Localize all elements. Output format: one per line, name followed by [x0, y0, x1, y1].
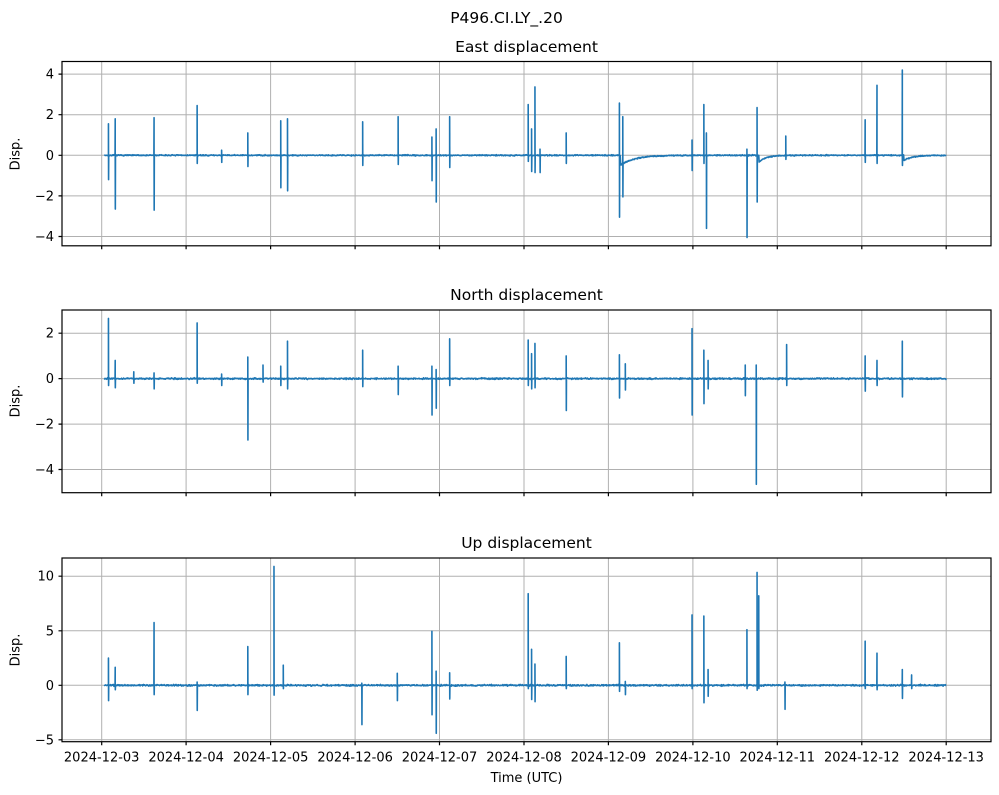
y-tick-label: 10 [37, 570, 54, 585]
east-displacement-plot: −4 −2 0 2 4 [35, 60, 992, 250]
x-tick-label: 2024-12-06 [317, 751, 393, 766]
up-displacement-plot: −5 0 5 10 2024-12-03 2024-12-04 2024-12-05 2024… [35, 557, 992, 766]
y-tick-label: −4 [35, 463, 54, 478]
axes-frame [61, 60, 992, 247]
y-tick-label: 2 [46, 108, 54, 123]
x-tick-label: 2024-12-05 [233, 751, 309, 766]
x-tick-label: 2024-12-13 [908, 751, 984, 766]
x-tick-label: 2024-12-10 [655, 751, 731, 766]
displacement-series [103, 69, 947, 239]
y-tick-label: 4 [46, 68, 54, 83]
x-axis-label: Time (UTC) [490, 771, 563, 786]
displacement-series [103, 565, 947, 735]
x-tick-label: 2024-12-09 [571, 751, 647, 766]
grid [62, 558, 991, 742]
y-tick-label: 0 [46, 149, 54, 164]
x-tick-label: 2024-12-08 [486, 751, 562, 766]
x-tick-label: 2024-12-04 [148, 751, 224, 766]
axes-frame [61, 309, 992, 494]
subplot-title-north: North displacement [450, 286, 603, 304]
axis-ticks [58, 332, 947, 497]
subplot-title-east: East displacement [455, 38, 598, 56]
y-tick-label: 2 [46, 327, 54, 342]
displacement-series [103, 317, 947, 486]
y-tick-label: 0 [46, 372, 54, 387]
figure-title: P496.CI.LY_.20 [450, 9, 563, 27]
y-tick-label: 5 [46, 624, 54, 639]
x-tick-label: 2024-12-12 [824, 751, 900, 766]
y-tick-label: −4 [35, 230, 54, 245]
x-tick-label: 2024-12-03 [64, 751, 140, 766]
y-tick-label: −5 [35, 733, 54, 748]
y-tick-label: 0 [46, 679, 54, 694]
x-tick-label: 2024-12-11 [740, 751, 816, 766]
grid [62, 310, 991, 493]
x-tick-label: 2024-12-07 [402, 751, 478, 766]
axes-frame [61, 557, 992, 743]
y-tick-label: −2 [35, 189, 54, 204]
subplot-title-up: Up displacement [461, 534, 592, 552]
grid [62, 61, 991, 246]
axis-ticks [58, 73, 947, 250]
y-tick-label: −2 [35, 418, 54, 433]
axis-ticks [58, 575, 947, 746]
north-displacement-plot: −4 −2 0 2 [35, 309, 992, 497]
